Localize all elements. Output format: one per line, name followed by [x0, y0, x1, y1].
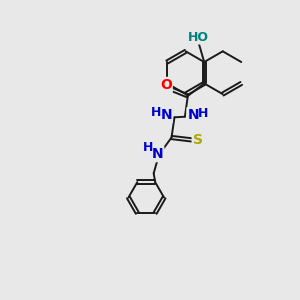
Text: O: O [160, 78, 172, 92]
Text: S: S [193, 133, 203, 147]
Text: HO: HO [188, 31, 209, 44]
Text: N: N [160, 108, 172, 122]
Text: N: N [188, 108, 199, 122]
Text: H: H [151, 106, 161, 119]
Text: H: H [142, 141, 153, 154]
Text: N: N [152, 147, 163, 161]
Text: H: H [198, 106, 208, 120]
